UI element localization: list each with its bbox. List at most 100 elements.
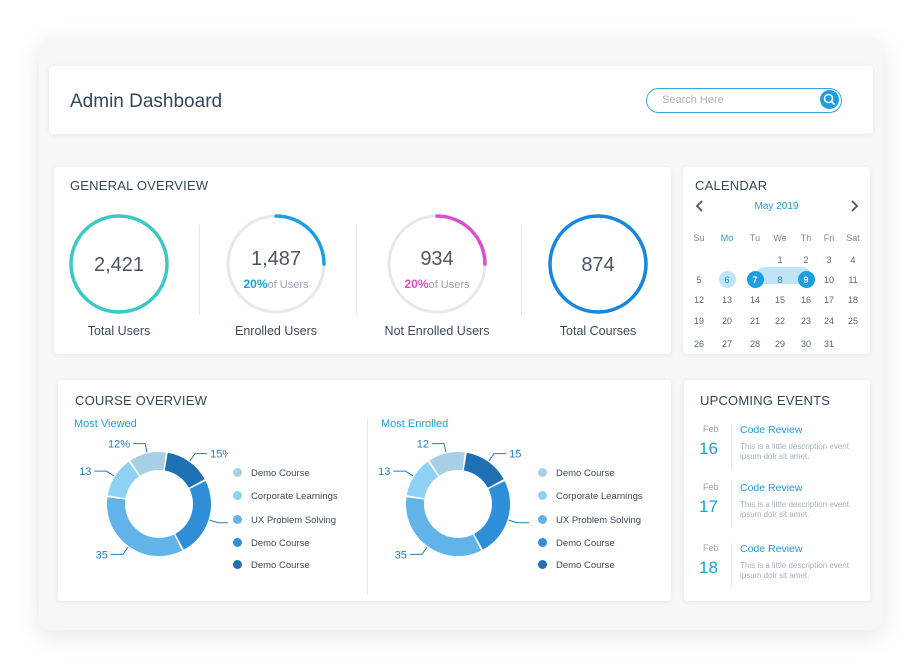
slice-label: 35 — [395, 549, 407, 561]
calendar-day[interactable]: 21 — [749, 316, 760, 326]
calendar-day[interactable]: 23 — [800, 316, 811, 326]
legend-swatch — [538, 515, 547, 524]
calendar-day[interactable]: 9 — [803, 275, 809, 285]
day-highlight — [718, 271, 736, 288]
calendar-day[interactable]: 12 — [693, 295, 704, 305]
legend-item: Demo Course — [233, 560, 310, 574]
enrolled-users-ring — [226, 214, 326, 314]
donut-slice[interactable] — [107, 497, 183, 556]
course-overview-card: COURSE OVERVIEW Most Viewed Most Enrolle… — [58, 380, 671, 601]
donut-slice[interactable] — [463, 452, 504, 488]
legend-swatch — [233, 560, 242, 569]
day-highlight — [746, 271, 764, 288]
calendar-day[interactable]: 6 — [724, 275, 730, 285]
legend-item: Demo Course — [538, 560, 615, 574]
slice-label: 13 — [79, 466, 91, 478]
legend-item: Corporate Learnings — [538, 491, 643, 505]
search-input[interactable] — [662, 92, 812, 108]
calendar-day[interactable]: 26 — [693, 339, 704, 349]
event-month: Feb — [703, 424, 719, 434]
event-month: Feb — [703, 482, 719, 492]
calendar-day[interactable]: 31 — [823, 339, 834, 349]
calendar-day[interactable]: 7 — [752, 275, 758, 285]
stat-percent: 20% — [243, 277, 268, 291]
event-item[interactable]: Feb 18 Code Review This is a little desc… — [697, 543, 857, 588]
course-overview-title: COURSE OVERVIEW — [75, 393, 208, 408]
slice-label: 15% — [210, 449, 228, 461]
weekday-label: Sat — [846, 233, 860, 243]
calendar-day[interactable]: 17 — [823, 295, 834, 305]
legend-item: UX Problem Solving — [233, 515, 336, 529]
donut-slice[interactable] — [130, 452, 166, 476]
slice-label: 13 — [378, 466, 390, 478]
event-item[interactable]: Feb 16 Code Review This is a little desc… — [697, 424, 857, 469]
calendar-day[interactable]: 27 — [721, 339, 732, 349]
divider — [521, 225, 522, 315]
calendar-day[interactable]: 2 — [803, 255, 809, 265]
donut-slice[interactable] — [406, 497, 482, 556]
legend-label: UX Problem Solving — [251, 515, 337, 526]
calendar-next-button[interactable] — [847, 198, 861, 214]
event-title[interactable]: Code Review — [740, 482, 803, 494]
event-divider — [731, 424, 732, 468]
not-enrolled-users-ring — [387, 214, 487, 314]
general-overview-card: GENERAL OVERVIEW 2,421 Total Users 1,487… — [54, 167, 671, 354]
search-button[interactable] — [820, 90, 839, 109]
calendar-day[interactable]: 16 — [800, 295, 811, 305]
chevron-left-icon — [695, 200, 703, 212]
leader-line — [209, 519, 228, 524]
search-box[interactable] — [646, 88, 842, 113]
legend-label: Demo Course — [556, 560, 615, 571]
calendar-day[interactable]: 18 — [847, 295, 858, 305]
donut-slice[interactable] — [164, 452, 205, 488]
calendar-day[interactable]: 4 — [850, 255, 856, 265]
event-month: Feb — [703, 543, 719, 553]
donut-slice[interactable] — [175, 480, 212, 550]
donut-slice[interactable] — [107, 461, 140, 499]
leader-line — [432, 443, 447, 453]
calendar-day[interactable]: 28 — [749, 339, 760, 349]
chevron-right-icon — [851, 200, 859, 212]
calendar-day[interactable]: 30 — [800, 339, 811, 349]
calendar-day[interactable]: 1 — [777, 255, 783, 265]
calendar-day[interactable]: 24 — [823, 316, 834, 326]
legend-item: UX Problem Solving — [538, 515, 641, 529]
calendar-day[interactable]: 8 — [777, 275, 783, 285]
legend-label: Demo Course — [251, 560, 310, 571]
calendar-day[interactable]: 19 — [693, 316, 704, 326]
most-enrolled-title: Most Enrolled — [381, 418, 449, 430]
event-title[interactable]: Code Review — [740, 543, 803, 555]
event-title[interactable]: Code Review — [740, 424, 803, 436]
legend-swatch — [538, 468, 547, 477]
event-item[interactable]: Feb 17 Code Review This is a little desc… — [697, 482, 857, 527]
stat-label: Not Enrolled Users — [384, 324, 490, 338]
calendar-title: CALENDAR — [695, 178, 768, 193]
calendar-prev-button[interactable] — [693, 198, 707, 214]
calendar-day[interactable]: 29 — [774, 339, 785, 349]
calendar-day[interactable]: 10 — [823, 275, 834, 285]
donut-slice[interactable] — [429, 452, 465, 476]
calendar-day[interactable]: 3 — [826, 255, 832, 265]
calendar-day[interactable]: 5 — [696, 275, 702, 285]
calendar-day[interactable]: 15 — [774, 295, 785, 305]
calendar-grid: Su Mo Tu We Th Fri Sat 1 2 3 4 5 6 7 8 9 10 11 12 13 14 15 16 1… — [683, 167, 870, 354]
legend-item: Corporate Learnings — [233, 491, 338, 505]
calendar-day[interactable]: 20 — [721, 316, 732, 326]
event-divider — [731, 543, 732, 587]
total-users-ring — [69, 214, 169, 314]
donut-slice[interactable] — [474, 480, 510, 550]
calendar-day[interactable]: 13 — [721, 295, 732, 305]
leader-line — [409, 546, 428, 555]
stat-sub-text: of Users — [267, 279, 309, 291]
calendar-day[interactable]: 25 — [847, 316, 858, 326]
calendar-day[interactable]: 11 — [848, 275, 858, 285]
legend-item: Demo Course — [538, 538, 615, 552]
stat-label: Enrolled Users — [235, 324, 317, 338]
calendar-day[interactable]: 14 — [749, 295, 760, 305]
donut-slice[interactable] — [406, 461, 439, 499]
calendar-day[interactable]: 22 — [774, 316, 785, 326]
divider — [199, 225, 200, 315]
leader-line — [189, 453, 208, 462]
stat-sub-text: of Users — [428, 279, 470, 291]
stat-value: 2,421 — [93, 254, 145, 276]
